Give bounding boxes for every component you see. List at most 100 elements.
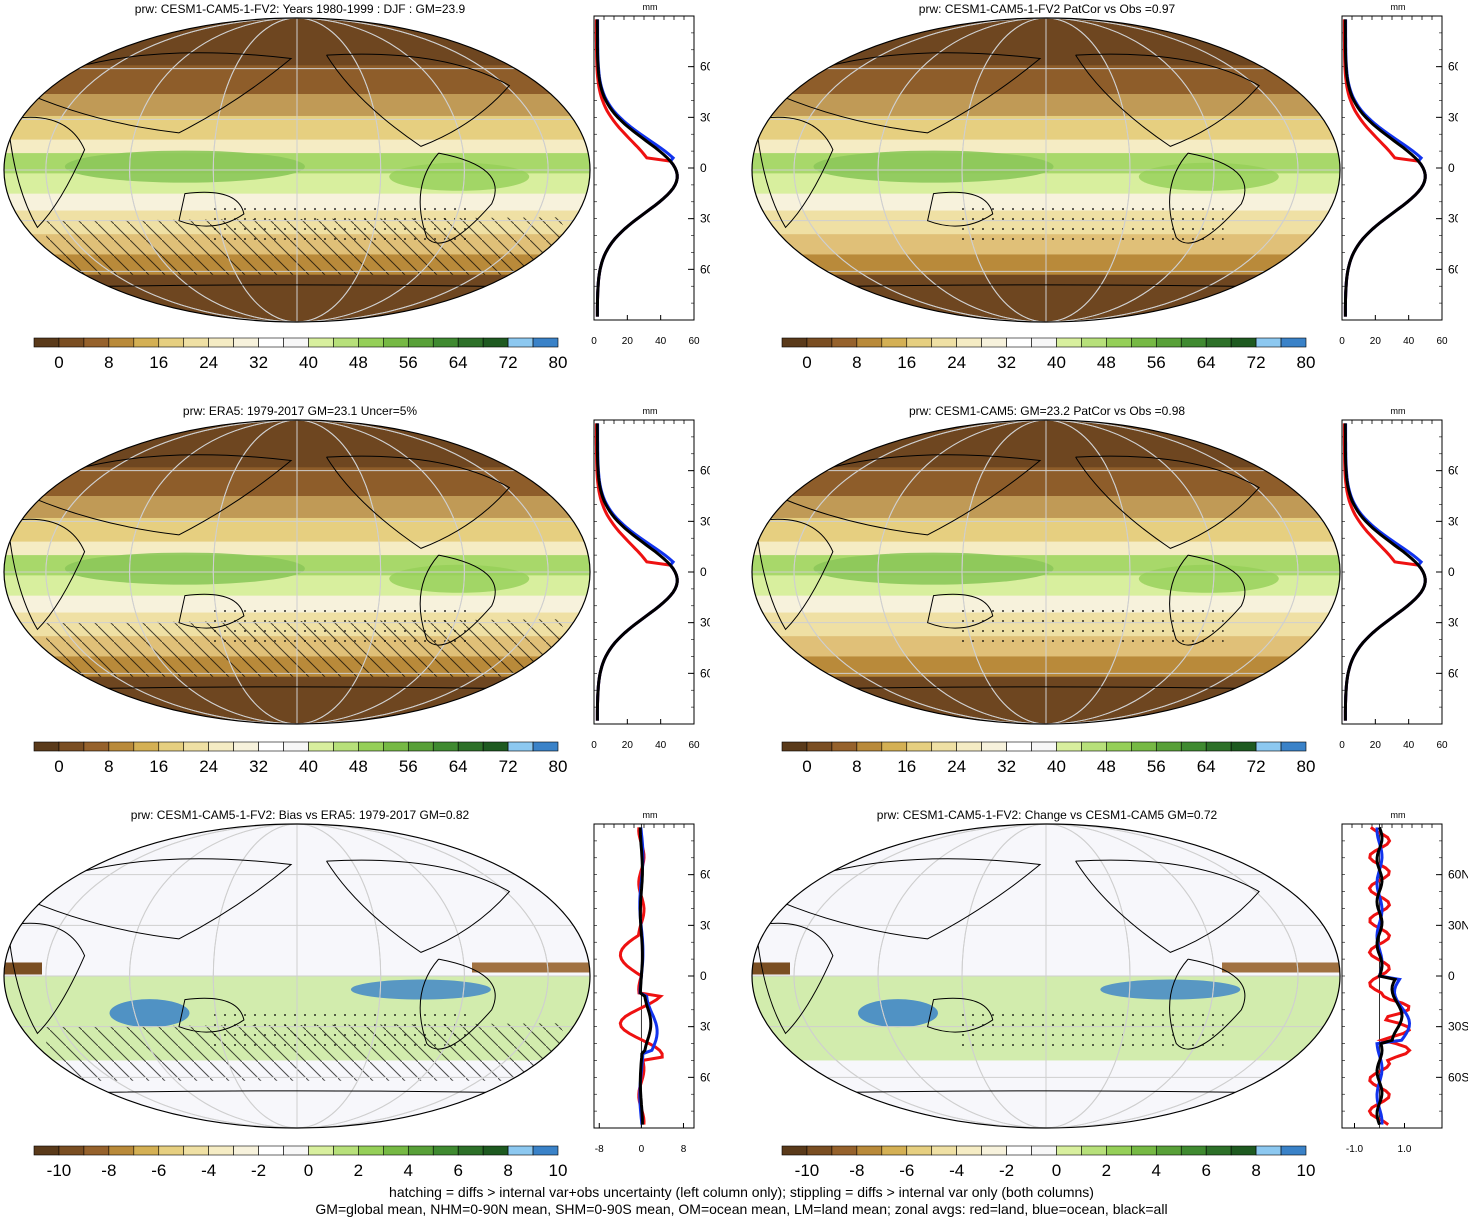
zonal-lat-label: 0 — [1448, 565, 1455, 579]
colorbar-tick-label: 8 — [503, 1161, 512, 1180]
zonal-ocean-curve — [595, 423, 679, 721]
colorbar-tick-label: 64 — [449, 353, 468, 372]
colorbar-swatch — [333, 741, 359, 752]
colorbar-tick-label: 64 — [1197, 757, 1216, 776]
colorbar-tick-label: -10 — [47, 1161, 72, 1180]
zonal-tick-label: 40 — [1403, 740, 1415, 751]
colorbar-swatch — [856, 1145, 883, 1156]
colorbar-tick-label: 0 — [802, 353, 811, 372]
colorbar-tick-label: 40 — [299, 353, 318, 372]
colorbar-tick-label: 6 — [1201, 1161, 1210, 1180]
colorbar-swatch — [1081, 741, 1107, 752]
zonal-lat-label: 0 — [1448, 969, 1455, 983]
colorbar-swatch — [258, 337, 284, 348]
colorbar-tick-label: 0 — [1052, 1161, 1061, 1180]
colorbar-swatch — [283, 337, 309, 348]
colorbar-swatch — [183, 741, 209, 752]
colorbar-swatch — [931, 337, 957, 348]
colorbar-swatch — [906, 1145, 933, 1156]
colorbar-swatch — [1056, 337, 1082, 348]
colorbar-tick-label: 32 — [997, 353, 1016, 372]
zonal-profile: mm 60N 30N 0 30S 60S 0 20 40 60 — [1339, 406, 1458, 751]
zonal-tick-label: 40 — [1403, 336, 1415, 347]
coastline — [764, 858, 1042, 940]
colorbar-swatch — [33, 741, 60, 752]
colorbar-swatch — [432, 741, 459, 752]
colorbar: -10 -8 -6 -4 -2 0 2 4 6 8 10 — [33, 1145, 567, 1180]
colorbar-tick-label: 10 — [1297, 1161, 1316, 1180]
coastline — [178, 191, 245, 227]
colorbar-swatch — [133, 1145, 160, 1156]
coastline — [178, 997, 245, 1033]
colorbar-swatch — [283, 1145, 309, 1156]
colorbar-tick-label: 0 — [54, 757, 63, 776]
colorbar-swatch — [482, 1145, 509, 1156]
panel-title: prw: ERA5: 1979-2017 GM=23.1 Uncer=5% — [182, 404, 418, 418]
colorbar-swatch — [183, 337, 209, 348]
colorbar-tick-label: 48 — [1097, 353, 1116, 372]
zonal-profile: mm 60N 30N 0 30S 60S -1.0 1.0 — [1341, 810, 1468, 1155]
zonal-profile: mm 60N 30N 0 30S 60S 0 20 40 60 — [1339, 2, 1458, 347]
colorbar: 0 8 16 24 32 40 48 56 64 72 80 — [33, 337, 567, 372]
coastline — [178, 593, 245, 629]
colorbar-swatch — [1006, 1145, 1032, 1156]
colorbar-swatch — [1031, 337, 1057, 348]
colorbar-tick-label: -8 — [849, 1161, 864, 1180]
colorbar-swatch — [308, 1145, 334, 1156]
colorbar-swatch — [507, 1145, 534, 1156]
zonal-all-curve — [1343, 19, 1427, 317]
colorbar-tick-label: 40 — [1047, 353, 1066, 372]
colorbar-swatch — [33, 337, 60, 348]
zonal-ocean-curve — [595, 19, 679, 317]
colorbar-swatch — [183, 1145, 209, 1156]
panel-title: prw: CESM1-CAM5-1-FV2: Years 1980-1999 :… — [134, 2, 466, 16]
colorbar-swatch — [956, 337, 982, 348]
coastline — [16, 454, 293, 536]
colorbar-swatch — [158, 1145, 185, 1156]
colorbar-swatch — [233, 1145, 259, 1156]
zonal-unit-label: mm — [1391, 406, 1406, 416]
zonal-lat-label: 30S — [700, 1020, 710, 1034]
coastline — [1075, 859, 1260, 953]
colorbar-tick-label: 16 — [149, 757, 168, 776]
zonal-lat-label: 30N — [700, 110, 710, 124]
colorbar-swatch — [931, 1145, 957, 1156]
colorbar-swatch — [781, 741, 808, 752]
colorbar-tick-label: 16 — [897, 757, 916, 776]
zonal-tick-label: 20 — [622, 336, 634, 347]
map-mean-model — [3, 17, 591, 323]
colorbar-tick-label: 0 — [802, 757, 811, 776]
zonal-tick-label: 60 — [1436, 740, 1448, 751]
colorbar-swatch — [108, 741, 135, 752]
colorbar-tick-label: 72 — [499, 757, 518, 776]
coastline — [419, 554, 496, 646]
colorbar-tick-label: -6 — [899, 1161, 914, 1180]
colorbar-swatch — [981, 337, 1007, 348]
colorbar-swatch — [881, 337, 908, 348]
colorbar-swatch — [1180, 337, 1207, 348]
colorbar-swatch — [831, 337, 858, 348]
colorbar-swatch — [906, 337, 933, 348]
coastline — [927, 593, 994, 629]
colorbar-swatch — [1106, 337, 1132, 348]
zonal-lat-label: 30N — [1448, 918, 1468, 932]
zonal-tick-label: 0 — [591, 336, 597, 347]
colorbar-swatch — [1056, 1145, 1082, 1156]
colorbar-swatch — [981, 741, 1007, 752]
colorbar-swatch — [33, 1145, 60, 1156]
colorbar-swatch — [856, 741, 883, 752]
colorbar-swatch — [208, 337, 234, 348]
colorbar-swatch — [507, 337, 534, 348]
coastline — [1075, 455, 1260, 549]
footer-note-hatching: hatching = diffs > internal var+obs unce… — [389, 1184, 1094, 1200]
colorbar-tick-label: 4 — [1152, 1161, 1161, 1180]
colorbar-swatch — [158, 741, 185, 752]
zonal-ocean-curve — [1343, 423, 1427, 721]
zonal-unit-label: mm — [643, 406, 658, 416]
panel-title: prw: CESM1-CAM5-1-FV2 PatCor vs Obs =0.9… — [918, 2, 1176, 16]
colorbar-swatch — [308, 741, 334, 752]
zonal-tick-label: 0 — [1339, 740, 1345, 751]
colorbar-tick-label: 64 — [1197, 353, 1216, 372]
zonal-lat-label: 60S — [1448, 1070, 1468, 1084]
colorbar-swatch — [1006, 741, 1032, 752]
